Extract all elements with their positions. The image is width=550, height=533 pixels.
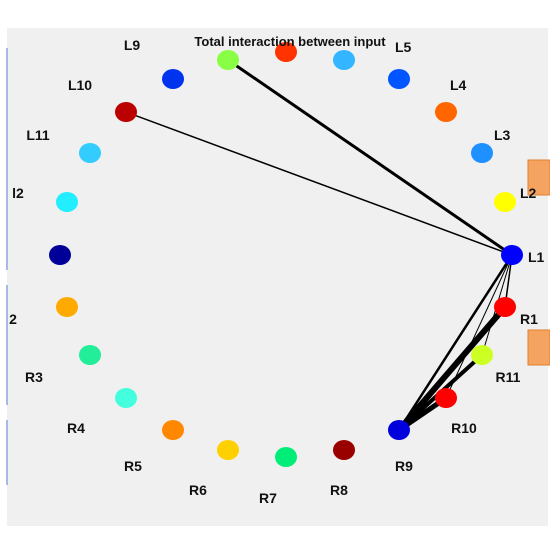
node-l1 xyxy=(501,245,523,265)
diagram-title: Total interaction between input xyxy=(194,34,386,49)
node-label-r5: R5 xyxy=(124,458,142,474)
node-label-l12: l2 xyxy=(12,185,24,201)
node-layer xyxy=(49,42,523,467)
right-edge-tab xyxy=(527,329,550,366)
node-label-r7: R7 xyxy=(259,490,277,506)
label-layer: L1 L2 L3 L4 L5 L9 L10 L11 l2 2 R3 R4 R5 R6 R7 R8 R9 R10 R1… xyxy=(9,37,544,506)
node-l10 xyxy=(115,102,137,122)
node-r7 xyxy=(275,447,297,467)
left-edge-bar xyxy=(6,285,8,405)
node-r8 xyxy=(333,440,355,460)
node-label-l1: L1 xyxy=(528,249,545,265)
node-l8 xyxy=(217,50,239,70)
right-edge-tab xyxy=(527,159,550,196)
node-l7 xyxy=(275,42,297,62)
node-label-r12: R1 xyxy=(520,311,538,327)
edge-l1-l8 xyxy=(226,58,514,257)
node-label-l5: L5 xyxy=(395,39,412,55)
node-r10 xyxy=(435,388,457,408)
node-l3 xyxy=(471,143,493,163)
node-r11 xyxy=(471,345,493,365)
edge-l1-r9 xyxy=(397,253,514,432)
node-r12 xyxy=(494,297,516,317)
node-label-l3: L3 xyxy=(494,127,511,143)
node-r13 xyxy=(56,297,78,317)
node-label-l9: L9 xyxy=(124,37,141,53)
node-label-r6: R6 xyxy=(189,482,207,498)
node-label-l10: L10 xyxy=(68,77,92,93)
node-l9 xyxy=(162,69,184,89)
node-label-r10: R10 xyxy=(451,420,477,436)
node-label-r4: R4 xyxy=(67,420,85,436)
node-label-r13: 2 xyxy=(9,311,17,327)
left-edge-bar xyxy=(6,420,8,485)
edge-r9-r12 xyxy=(396,304,508,433)
node-r3 xyxy=(79,345,101,365)
node-label-r9: R9 xyxy=(395,458,413,474)
node-label-l2: L2 xyxy=(520,185,537,201)
left-edge-bar xyxy=(6,48,8,270)
node-l5 xyxy=(388,69,410,89)
node-l11 xyxy=(79,143,101,163)
node-r9 xyxy=(388,420,410,440)
node-l6 xyxy=(333,50,355,70)
node-label-r3: R3 xyxy=(25,369,43,385)
node-l2 xyxy=(494,192,516,212)
node-label-r11: R11 xyxy=(496,369,521,385)
node-label-l11: L11 xyxy=(26,127,50,143)
node-label-r8: R8 xyxy=(330,482,348,498)
node-r5 xyxy=(162,420,184,440)
node-l12 xyxy=(56,192,78,212)
node-label-l4: L4 xyxy=(450,77,467,93)
edge-l1-r10 xyxy=(445,254,513,399)
node-l13 xyxy=(49,245,71,265)
node-l4 xyxy=(435,102,457,122)
node-r4 xyxy=(115,388,137,408)
plot-background xyxy=(7,28,548,526)
node-r6 xyxy=(217,440,239,460)
edge-l1-l10 xyxy=(125,111,513,256)
